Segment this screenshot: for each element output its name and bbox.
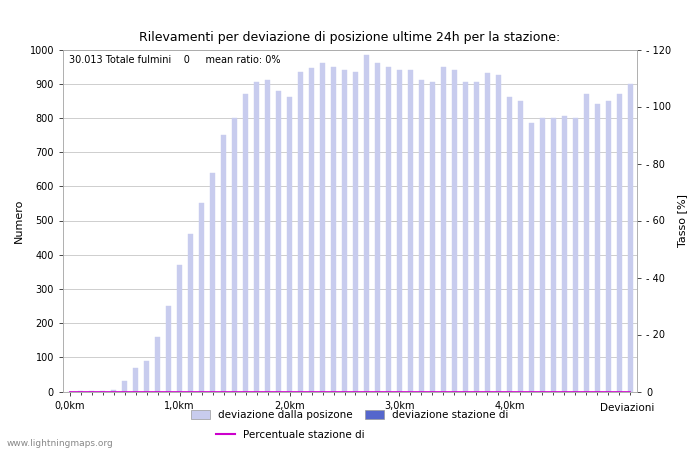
Bar xyxy=(452,70,457,392)
Bar xyxy=(419,80,424,392)
Text: 30.013 Totale fulmini    0     mean ratio: 0%: 30.013 Totale fulmini 0 mean ratio: 0% xyxy=(69,54,280,65)
Bar xyxy=(155,337,160,392)
Legend: Percentuale stazione di: Percentuale stazione di xyxy=(216,430,365,440)
Bar xyxy=(188,234,193,392)
Bar xyxy=(507,97,512,392)
Bar xyxy=(430,82,435,391)
Legend: deviazione dalla posizone, deviazione stazione di: deviazione dalla posizone, deviazione st… xyxy=(191,410,509,420)
Y-axis label: Numero: Numero xyxy=(14,198,24,243)
Bar xyxy=(254,82,259,391)
Bar xyxy=(561,116,567,392)
Bar xyxy=(518,101,523,392)
Bar xyxy=(584,94,589,392)
Bar xyxy=(528,123,534,392)
Bar xyxy=(342,70,347,392)
Bar xyxy=(287,97,293,392)
Bar xyxy=(573,118,578,392)
Bar xyxy=(309,68,314,391)
Bar xyxy=(320,63,326,392)
Bar xyxy=(199,203,204,392)
Y-axis label: Tasso [%]: Tasso [%] xyxy=(677,194,687,247)
Bar xyxy=(595,104,600,392)
Bar xyxy=(484,73,490,392)
Bar xyxy=(122,381,127,392)
Bar xyxy=(397,70,402,392)
Bar xyxy=(133,368,139,392)
Bar xyxy=(628,84,634,391)
Bar xyxy=(441,67,446,392)
Bar xyxy=(364,54,369,392)
Bar xyxy=(265,80,270,392)
Bar xyxy=(551,118,556,392)
Title: Rilevamenti per deviazione di posizione ultime 24h per la stazione:: Rilevamenti per deviazione di posizione … xyxy=(139,31,561,44)
Bar xyxy=(374,63,380,392)
Bar xyxy=(243,94,248,392)
Bar xyxy=(331,67,336,392)
Bar xyxy=(100,391,105,392)
Bar xyxy=(474,82,480,391)
Bar xyxy=(111,390,116,392)
Bar xyxy=(276,90,281,392)
Bar xyxy=(166,306,172,392)
Bar xyxy=(78,391,83,392)
Bar xyxy=(617,94,622,392)
Bar xyxy=(89,391,95,392)
Bar xyxy=(298,72,303,392)
Bar xyxy=(210,173,216,392)
Bar xyxy=(220,135,226,392)
Bar xyxy=(386,67,391,392)
Bar xyxy=(606,101,611,392)
Bar xyxy=(177,265,182,392)
Bar xyxy=(496,75,501,392)
Text: Deviazioni: Deviazioni xyxy=(600,403,654,413)
Bar xyxy=(232,118,237,392)
Text: www.lightningmaps.org: www.lightningmaps.org xyxy=(7,439,113,448)
Bar xyxy=(353,72,358,392)
Bar xyxy=(144,361,149,392)
Bar xyxy=(463,82,468,391)
Bar xyxy=(407,70,413,392)
Bar xyxy=(540,118,545,392)
